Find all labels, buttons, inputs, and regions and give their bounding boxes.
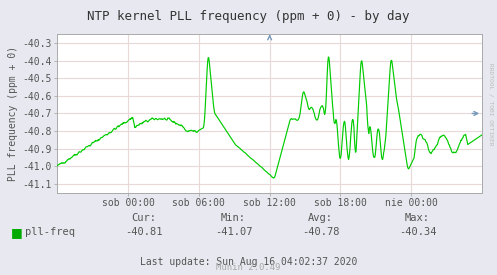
Text: Last update: Sun Aug 16 04:02:37 2020: Last update: Sun Aug 16 04:02:37 2020 xyxy=(140,257,357,267)
Text: ■: ■ xyxy=(11,226,23,239)
Text: RRDTOOL / TOBI OETIKER: RRDTOOL / TOBI OETIKER xyxy=(489,63,494,146)
Text: -40.78: -40.78 xyxy=(302,227,339,237)
Text: Max:: Max: xyxy=(405,213,430,223)
Text: -40.34: -40.34 xyxy=(399,227,436,237)
Text: Min:: Min: xyxy=(221,213,246,223)
Text: -41.07: -41.07 xyxy=(215,227,252,237)
Text: Cur:: Cur: xyxy=(132,213,157,223)
Text: Avg:: Avg: xyxy=(308,213,333,223)
Text: pll-freq: pll-freq xyxy=(25,227,75,237)
Text: Munin 2.0.49: Munin 2.0.49 xyxy=(216,263,281,272)
Text: -40.81: -40.81 xyxy=(125,227,163,237)
Text: NTP kernel PLL frequency (ppm + 0) - by day: NTP kernel PLL frequency (ppm + 0) - by … xyxy=(87,10,410,23)
Y-axis label: PLL frequency (ppm + 0): PLL frequency (ppm + 0) xyxy=(8,46,18,181)
